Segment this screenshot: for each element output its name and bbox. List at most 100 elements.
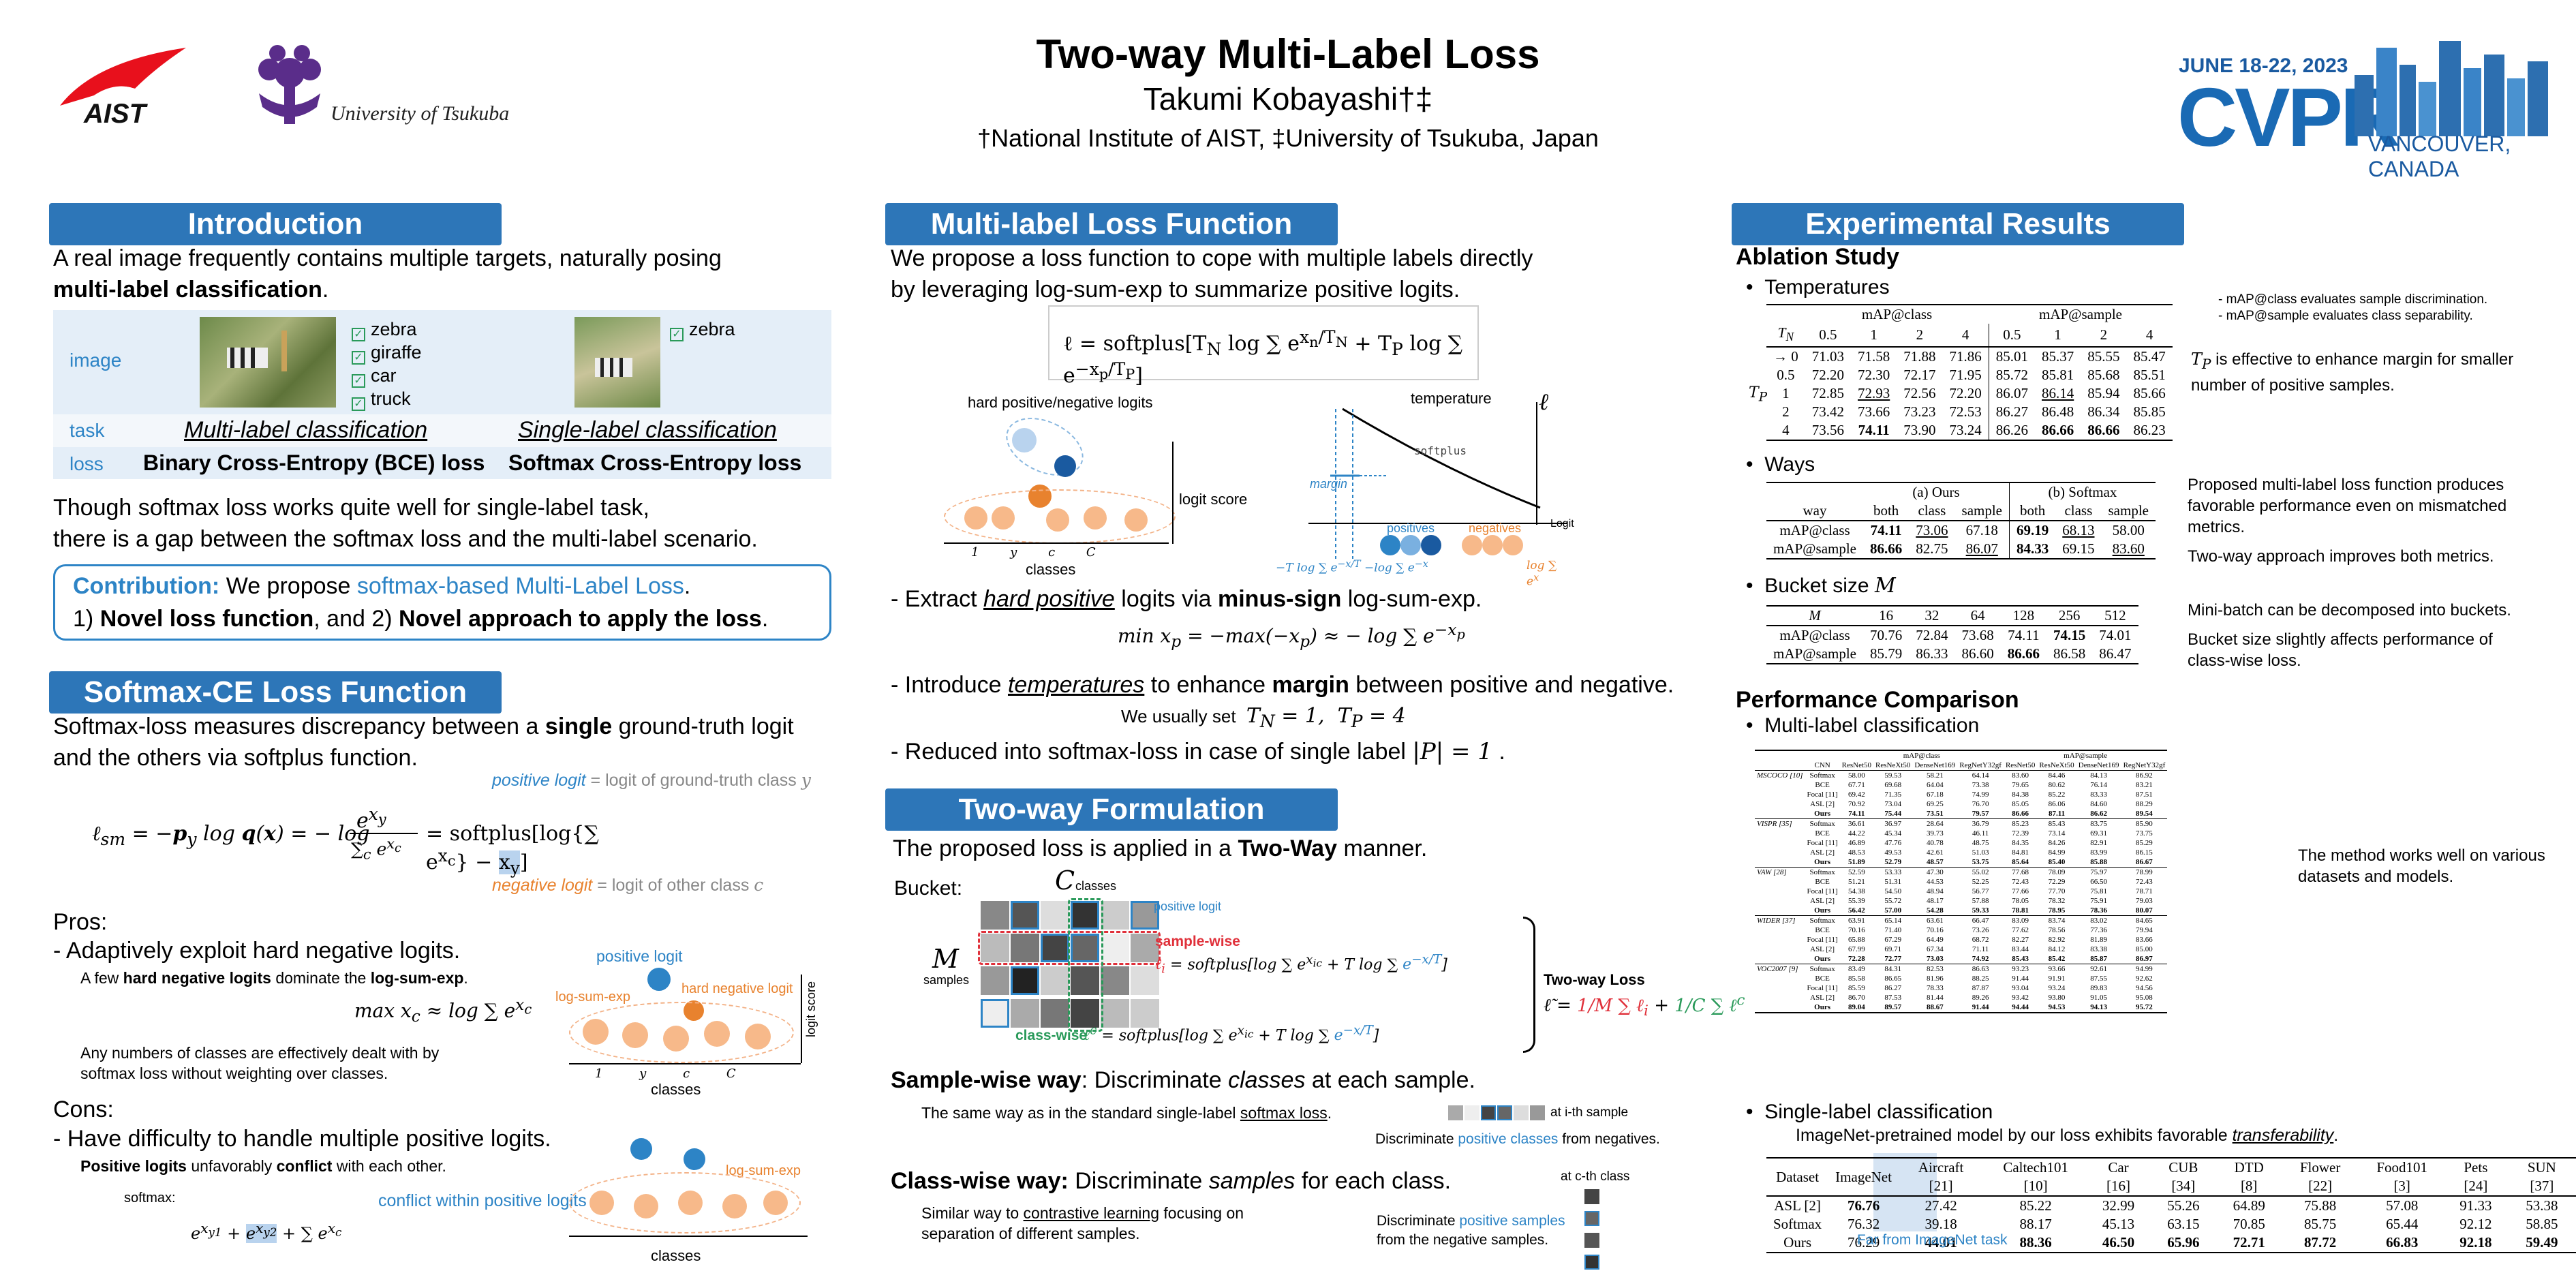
pos-dot <box>1380 535 1400 555</box>
t: number of positive samples. <box>2191 375 2395 395</box>
table-cell: 72.20 <box>1949 385 1982 402</box>
table-cell: 84.46 <box>2048 771 2066 780</box>
table-cell: 66.83 <box>2386 1234 2419 1251</box>
table-cell <box>1755 925 1805 935</box>
table-cell: Focal [11] <box>1807 791 1838 799</box>
table-cell: 73.38 <box>1972 781 1989 789</box>
t: is effective to enhance margin for small… <box>2215 350 2514 369</box>
fig2-axis <box>569 1236 808 1237</box>
table-cell: 87.72 <box>2303 1234 2337 1251</box>
table-cell: 72.30 <box>1858 367 1890 384</box>
table-cell: 55.39 <box>1847 897 1865 905</box>
table-cell: 58.21 <box>1926 771 1944 780</box>
table-cell: 57.88 <box>1972 897 1989 905</box>
table-cell: 85.29 <box>2136 839 2153 847</box>
t: between positive and negative. <box>1355 672 1674 698</box>
multi-label-list: ✓ zebra ✓ giraffe ✓ car ✓ truck <box>352 318 422 411</box>
t: datasets and models. <box>2298 868 2454 886</box>
table-cell: 86.65 <box>1884 975 1902 983</box>
table-cell: 75.81 <box>2090 887 2107 895</box>
table-cell: 94.13 <box>2090 1003 2107 1011</box>
table-cell: 77.62 <box>2012 926 2029 934</box>
table-cell: 85.88 <box>2090 858 2107 866</box>
hard-pos-dot <box>1054 455 1076 477</box>
single-label-formula: |P| = 1 <box>1412 738 1492 765</box>
con-1: - Have difficulty to handle multiple pos… <box>53 1126 551 1152</box>
table-cell: 70.76 <box>1870 627 1903 643</box>
table-cell: 75.91 <box>2090 897 2107 905</box>
t: Discriminate <box>1075 1168 1203 1194</box>
table-cell: 87.51 <box>2136 791 2153 799</box>
table-cell <box>1755 848 1805 857</box>
table-cell: 83.60 <box>2112 540 2145 557</box>
cell <box>1584 1233 1599 1248</box>
table-cell: ASL [2] <box>1774 1197 1821 1214</box>
pos-dot <box>647 968 671 991</box>
table-cell: 66.47 <box>1972 917 1989 925</box>
t: ground-truth logit <box>618 714 794 739</box>
cvpr-date: JUNE 18-22, 2023 <box>2179 55 2348 77</box>
table-cell <box>1755 780 1805 790</box>
single-sub: ImageNet-pretrained model by our loss ex… <box>1796 1126 2339 1145</box>
check-icon: ✓ <box>352 397 365 411</box>
t: Bucket size <box>1764 574 1869 597</box>
table-header-cell: 16 <box>1879 607 1894 624</box>
table-cell: 28.64 <box>1926 820 1944 828</box>
loss-symbol: ℓ <box>1539 388 1549 416</box>
table-cell: 44.53 <box>1926 878 1944 886</box>
table-cell: 72.43 <box>2136 878 2153 886</box>
table-cell: 78.95 <box>2048 906 2066 915</box>
softplus-curve-icon <box>1308 402 1567 559</box>
table-cell: Ours <box>1814 858 1831 866</box>
aircraft-highlight <box>1873 1153 1937 1231</box>
t: focusing on <box>1163 1204 1244 1222</box>
cell <box>1041 966 1069 995</box>
table-cell: 76.70 <box>1972 800 1989 808</box>
table-cell: 48.94 <box>1926 887 1944 895</box>
table-row: ASL [2] 48.53 49.53 42.61 51.03 84.81 84.99 83.… <box>1755 848 2167 857</box>
gap-text: Though softmax loss works quite well for… <box>53 492 837 555</box>
twoway-brace <box>1523 917 1535 1053</box>
mll-fig-logits: hard positive/negative logits logit scor… <box>944 394 1247 578</box>
table-cell <box>1755 857 1805 868</box>
table-cell: 40.78 <box>1926 839 1944 847</box>
table-header-cell: ImageNet <box>1835 1168 1892 1185</box>
temp-note: TP is effective to enhance margin for sm… <box>2191 349 2559 396</box>
table-cell: Softmax <box>1809 965 1835 973</box>
table-cell: 89.83 <box>2090 984 2107 992</box>
table-cell: Softmax <box>1773 1216 1822 1232</box>
fig-score: logit score <box>804 981 818 1038</box>
t: positive classes <box>1458 1131 1559 1147</box>
table-cell: 73.51 <box>1926 810 1944 818</box>
table-cell: 85.81 <box>2042 367 2074 384</box>
table-cell: 66.50 <box>2090 878 2107 886</box>
table-cell: Softmax <box>1809 820 1835 828</box>
cell <box>1131 966 1159 995</box>
t: log-sum-exp. <box>1347 586 1482 612</box>
table-cell: 86.23 <box>2133 422 2166 439</box>
neg-dot <box>992 506 1015 530</box>
table-cell: BCE <box>1815 781 1830 789</box>
neg-dot <box>634 1194 658 1218</box>
table-cell: 79.57 <box>1972 810 1989 818</box>
cell <box>1497 1105 1512 1120</box>
table-row: WIDER [37] Softmax 63.91 65.14 63.61 66.47 83.… <box>1755 915 2168 926</box>
t: - Extract <box>891 586 977 612</box>
label-item: ✓ car <box>352 365 422 388</box>
table-cell: 78.71 <box>2136 887 2153 895</box>
t: contrastive learning <box>1023 1204 1159 1222</box>
table-row: 2 73.42 73.66 73.23 72.53 86.27 86.48 86.34 85.8… <box>1766 403 2173 422</box>
cell <box>1131 901 1159 930</box>
t: Class-wise way: <box>891 1168 1069 1194</box>
table-cell: 91.44 <box>2012 975 2029 983</box>
softmax-text: Softmax-loss measures discrepancy betwee… <box>53 711 837 773</box>
table-cell: Focal [11] <box>1807 936 1838 944</box>
table-header-cell: DenseNet169 <box>2078 761 2119 769</box>
cell <box>1131 999 1159 1028</box>
table-cell: 71.86 <box>1949 348 1982 365</box>
table-header-cell: both <box>2019 502 2046 519</box>
pro-1: - Adaptively exploit hard negative logit… <box>53 938 461 964</box>
table-cell: 54.50 <box>1884 887 1902 895</box>
table-header-cell: Flower [22] <box>2299 1159 2341 1194</box>
task-row: task Multi-label classification Single-l… <box>53 414 831 447</box>
